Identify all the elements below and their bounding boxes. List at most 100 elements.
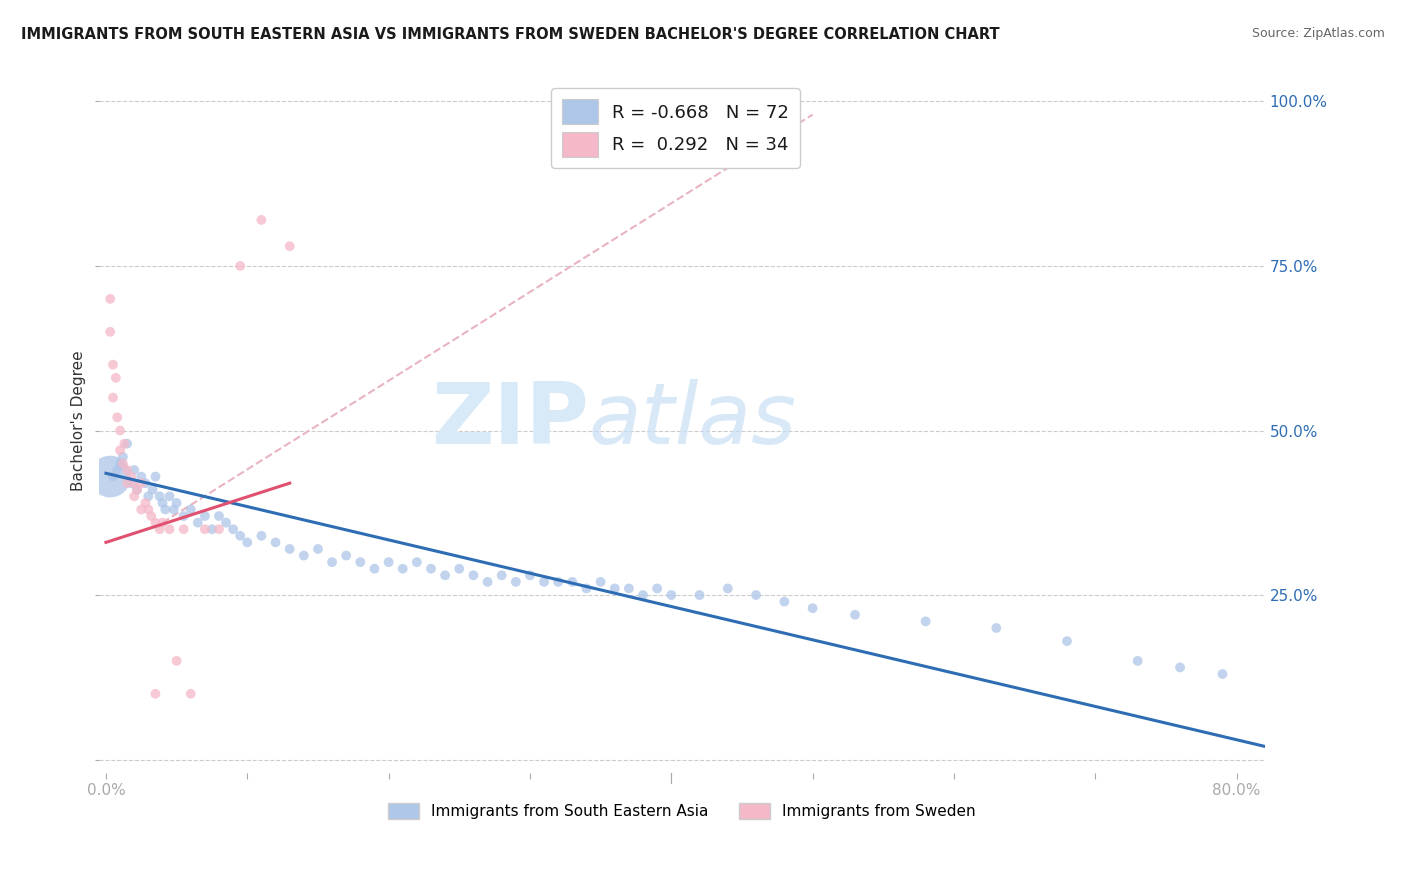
Point — [104, 371, 127, 385]
Point — [108, 457, 131, 471]
Point — [115, 476, 138, 491]
Point — [138, 489, 160, 503]
Point — [101, 391, 124, 405]
Point — [215, 516, 238, 530]
Y-axis label: Bachelor's Degree: Bachelor's Degree — [72, 351, 86, 491]
Point — [122, 476, 145, 491]
Point — [773, 594, 796, 608]
Point — [420, 562, 443, 576]
Point — [477, 574, 499, 589]
Point — [141, 509, 163, 524]
Point — [689, 588, 711, 602]
Point — [120, 469, 142, 483]
Point — [129, 469, 152, 483]
Point — [173, 522, 195, 536]
Point — [108, 443, 131, 458]
Point — [645, 582, 668, 596]
Point — [138, 502, 160, 516]
Point — [278, 541, 301, 556]
Point — [377, 555, 399, 569]
Point — [149, 522, 172, 536]
Point — [134, 476, 156, 491]
Point — [173, 509, 195, 524]
Point — [105, 410, 128, 425]
Point — [115, 463, 138, 477]
Point — [1056, 634, 1078, 648]
Point — [111, 457, 134, 471]
Point — [129, 476, 152, 491]
Point — [631, 588, 654, 602]
Point — [155, 502, 177, 516]
Point — [194, 509, 217, 524]
Point — [491, 568, 513, 582]
Point — [434, 568, 457, 582]
Point — [1211, 667, 1233, 681]
Point — [505, 574, 527, 589]
Text: atlas: atlas — [589, 379, 797, 462]
Point — [145, 687, 167, 701]
Point — [145, 516, 167, 530]
Point — [194, 522, 217, 536]
Point — [278, 239, 301, 253]
Point — [101, 469, 124, 483]
Point — [115, 436, 138, 450]
Point — [108, 424, 131, 438]
Point — [120, 476, 142, 491]
Text: IMMIGRANTS FROM SOUTH EASTERN ASIA VS IMMIGRANTS FROM SWEDEN BACHELOR'S DEGREE C: IMMIGRANTS FROM SOUTH EASTERN ASIA VS IM… — [21, 27, 1000, 42]
Point — [717, 582, 740, 596]
Point — [129, 502, 152, 516]
Point — [166, 654, 188, 668]
Point — [335, 549, 357, 563]
Point — [236, 535, 259, 549]
Point — [307, 541, 329, 556]
Point — [405, 555, 427, 569]
Point — [208, 509, 231, 524]
Point — [105, 463, 128, 477]
Point — [449, 562, 471, 576]
Point — [122, 489, 145, 503]
Point — [122, 463, 145, 477]
Point — [142, 483, 165, 497]
Point — [145, 469, 167, 483]
Point — [463, 568, 485, 582]
Point — [617, 582, 640, 596]
Point — [222, 522, 245, 536]
Point — [250, 529, 273, 543]
Point — [98, 325, 121, 339]
Point — [229, 529, 252, 543]
Point — [111, 450, 134, 464]
Point — [152, 516, 174, 530]
Point — [391, 562, 413, 576]
Point — [914, 615, 936, 629]
Point — [575, 582, 598, 596]
Point — [125, 483, 148, 497]
Point — [292, 549, 315, 563]
Point — [229, 259, 252, 273]
Point — [659, 588, 682, 602]
Point — [801, 601, 824, 615]
Text: ZIP: ZIP — [430, 379, 589, 462]
Point — [134, 496, 156, 510]
Point — [208, 522, 231, 536]
Point — [561, 574, 583, 589]
Point — [349, 555, 371, 569]
Point — [112, 436, 135, 450]
Point — [603, 582, 626, 596]
Legend: Immigrants from South Eastern Asia, Immigrants from Sweden: Immigrants from South Eastern Asia, Immi… — [382, 797, 981, 825]
Point — [264, 535, 287, 549]
Point — [589, 574, 612, 589]
Text: Source: ZipAtlas.com: Source: ZipAtlas.com — [1251, 27, 1385, 40]
Point — [533, 574, 555, 589]
Point — [166, 496, 188, 510]
Point — [98, 292, 121, 306]
Point — [149, 489, 172, 503]
Point — [547, 574, 569, 589]
Point — [180, 687, 202, 701]
Point — [159, 522, 181, 536]
Point — [519, 568, 541, 582]
Point — [101, 358, 124, 372]
Point — [187, 516, 209, 530]
Point — [321, 555, 343, 569]
Point — [163, 502, 186, 516]
Point — [152, 496, 174, 510]
